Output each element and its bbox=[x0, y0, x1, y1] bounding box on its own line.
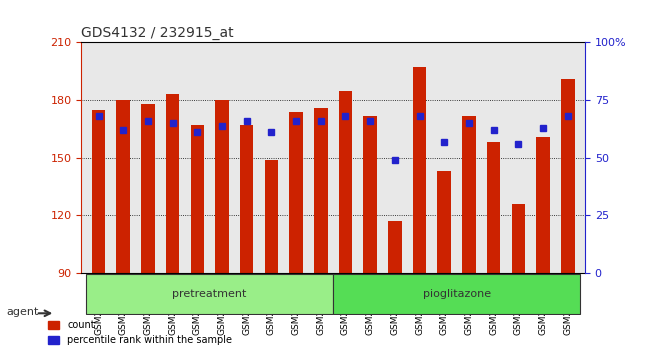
Bar bbox=[339, 91, 352, 273]
Bar bbox=[166, 95, 179, 273]
Text: pretreatment: pretreatment bbox=[172, 289, 247, 299]
Bar bbox=[92, 110, 105, 273]
Bar bbox=[190, 125, 204, 273]
Bar bbox=[462, 115, 476, 273]
Bar bbox=[289, 112, 303, 273]
Bar bbox=[240, 125, 254, 273]
Bar bbox=[314, 108, 328, 273]
Bar bbox=[512, 204, 525, 273]
Text: GDS4132 / 232915_at: GDS4132 / 232915_at bbox=[81, 26, 234, 40]
Bar bbox=[388, 221, 402, 273]
Bar bbox=[413, 68, 426, 273]
Bar bbox=[215, 100, 229, 273]
Bar bbox=[265, 160, 278, 273]
Bar bbox=[116, 100, 130, 273]
Text: pioglitazone: pioglitazone bbox=[422, 289, 491, 299]
Bar bbox=[363, 115, 377, 273]
Bar bbox=[536, 137, 550, 273]
FancyBboxPatch shape bbox=[86, 274, 333, 314]
Bar bbox=[487, 142, 501, 273]
Bar bbox=[141, 104, 155, 273]
Legend: count, percentile rank within the sample: count, percentile rank within the sample bbox=[44, 316, 236, 349]
Bar bbox=[437, 171, 451, 273]
Text: agent: agent bbox=[6, 307, 39, 316]
Bar bbox=[561, 79, 575, 273]
FancyBboxPatch shape bbox=[333, 274, 580, 314]
